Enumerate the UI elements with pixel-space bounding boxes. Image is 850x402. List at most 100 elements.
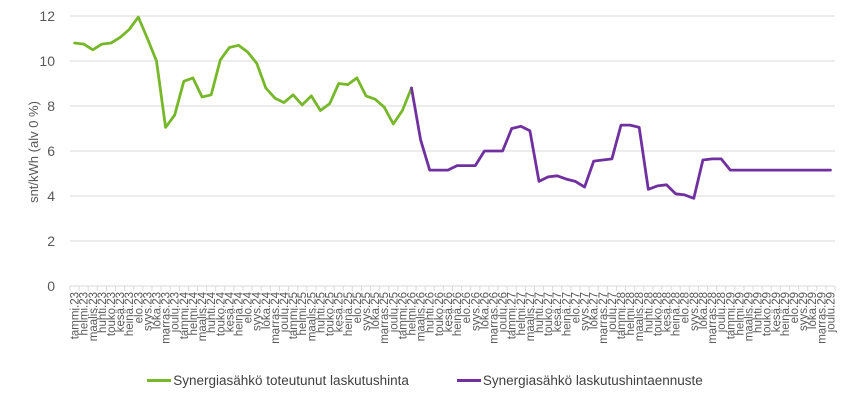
x-tick-label: touko.25	[325, 292, 337, 336]
y-tick-label: 8	[47, 98, 55, 114]
x-tick-label: joulu.27	[607, 292, 619, 333]
x-tick-label: heinä.29	[780, 292, 792, 336]
series-lines	[73, 15, 832, 200]
x-tick-label: maalis.23	[88, 292, 100, 341]
x-tick-label: joulu.24	[279, 291, 291, 333]
y-axis-label: snt/kWh (alv 0 %)	[26, 101, 41, 203]
x-tick-label: elo.28	[680, 292, 692, 323]
x-tick-label: syys.28	[689, 292, 701, 331]
x-tick-label: marras.28	[707, 292, 719, 344]
x-tick-label: helmi.26	[407, 292, 419, 335]
x-tick-label: huhti.28	[643, 292, 655, 333]
x-tick-label: kesä.24	[224, 291, 236, 332]
x-tick-label: helmi.23	[79, 292, 91, 335]
x-tick-label: loka.28	[698, 292, 710, 329]
x-tick-label: joulu.28	[716, 292, 728, 333]
x-tick-label: kesä.25	[334, 292, 346, 332]
legend-swatch-purple	[456, 379, 481, 382]
series-line-0	[73, 15, 413, 129]
x-tick-label: heinä.24	[233, 291, 245, 336]
y-tick-label: 0	[47, 278, 55, 294]
x-tick-label: elo.27	[570, 292, 582, 323]
x-tick-label: maalis.28	[634, 292, 646, 341]
x-tick-label: elo.24	[243, 291, 255, 323]
x-tick-label: marras.25	[379, 292, 391, 344]
legend-label: Synergiasähkö toteutunut laskutushinta	[173, 373, 409, 388]
x-tick-label: joulu.25	[388, 292, 400, 333]
x-tick-label: huhti.23	[97, 292, 109, 333]
x-tick-label: huhti.25	[315, 292, 327, 333]
x-tick-label: touko.28	[652, 292, 664, 336]
x-tick-label: maalis.24	[197, 291, 209, 341]
x-tick-label: marras.27	[598, 292, 610, 344]
x-tick-label: heinä.27	[561, 292, 573, 336]
x-tick-label: kesä.29	[771, 292, 783, 332]
x-tick-label: syys.26	[470, 292, 482, 331]
x-tick-label: touko.27	[543, 292, 555, 336]
x-axis	[69, 286, 836, 291]
x-tick-label: helmi.29	[734, 292, 746, 335]
x-tick-label: kesä.26	[443, 292, 455, 332]
x-tick-label: huhti.26	[425, 292, 437, 333]
x-tick-label: touko.23	[106, 292, 118, 336]
x-tick-label: huhti.29	[753, 292, 765, 333]
x-tick-label: maalis.27	[525, 292, 537, 341]
gridlines	[70, 15, 835, 287]
x-tick-label: heinä.28	[671, 292, 683, 336]
x-tick-label: loka.27	[589, 292, 601, 329]
x-tick-label: elo.25	[352, 292, 364, 323]
x-tick-label: loka.24	[261, 291, 273, 329]
x-tick-label: tammi.27	[507, 292, 519, 339]
x-tick-label: tammi.29	[725, 292, 737, 339]
x-tick-label: maalis.26	[416, 292, 428, 341]
x-axis-tick-labels: tammi.23helmi.23maalis.23huhti.23touko.2…	[70, 291, 838, 343]
x-tick-label: loka.25	[370, 292, 382, 329]
x-tick-label: tammi.28	[616, 292, 628, 339]
y-tick-label: 2	[47, 233, 55, 249]
x-tick-label: huhti.27	[534, 292, 546, 333]
legend-item-forecast: Synergiasähkö laskutushintaennuste	[456, 373, 703, 388]
legend-label: Synergiasähkö laskutushintaennuste	[482, 373, 703, 388]
x-tick-label: heinä.25	[343, 292, 355, 336]
x-tick-label: helmi.27	[516, 292, 528, 335]
x-tick-label: touko.26	[434, 292, 446, 336]
x-tick-label: marras.23	[161, 292, 173, 344]
x-tick-label: touko.24	[215, 291, 227, 336]
x-tick-label: elo.29	[789, 292, 801, 323]
x-tick-label: tammi.26	[397, 292, 409, 339]
x-tick-label: marras.29	[816, 292, 828, 344]
x-tick-label: helmi.24	[188, 291, 200, 335]
x-tick-label: tammi.23	[70, 292, 82, 339]
y-tick-label: 4	[47, 188, 55, 204]
x-tick-label: heinä.26	[452, 292, 464, 336]
x-tick-label: syys.27	[580, 292, 592, 331]
x-tick-label: kesä.27	[552, 292, 564, 332]
y-tick-label: 10	[39, 53, 55, 69]
x-tick-label: huhti.24	[206, 291, 218, 333]
x-tick-label: kesä.28	[662, 292, 674, 332]
x-tick-label: loka.29	[807, 292, 819, 329]
x-tick-label: touko.29	[762, 292, 774, 336]
x-tick-label: marras.26	[488, 292, 500, 344]
legend-swatch-green	[147, 379, 172, 382]
x-tick-label: helmi.28	[625, 292, 637, 335]
x-tick-label: heinä.23	[124, 292, 136, 336]
x-tick-label: syys.25	[361, 292, 373, 331]
x-tick-label: tammi.24	[179, 291, 191, 339]
x-tick-label: syys.24	[252, 291, 264, 331]
legend-item-actual: Synergiasähkö toteutunut laskutushinta	[147, 373, 409, 388]
x-tick-label: elo.23	[133, 292, 145, 323]
x-tick-label: kesä.23	[115, 292, 127, 332]
y-tick-label: 12	[39, 8, 55, 24]
x-tick-label: marras.24	[270, 291, 282, 343]
x-tick-label: maalis.25	[306, 292, 318, 341]
x-tick-label: maalis.29	[743, 292, 755, 341]
x-tick-label: loka.23	[152, 292, 164, 329]
legend: Synergiasähkö toteutunut laskutushinta S…	[0, 373, 850, 388]
x-tick-label: loka.26	[479, 292, 491, 329]
x-tick-label: syys.29	[798, 292, 810, 331]
x-tick-label: joulu.23	[170, 292, 182, 333]
y-axis-ticks: 0 2 4 6 8 10 12	[39, 8, 55, 294]
series-line-1	[410, 86, 832, 200]
